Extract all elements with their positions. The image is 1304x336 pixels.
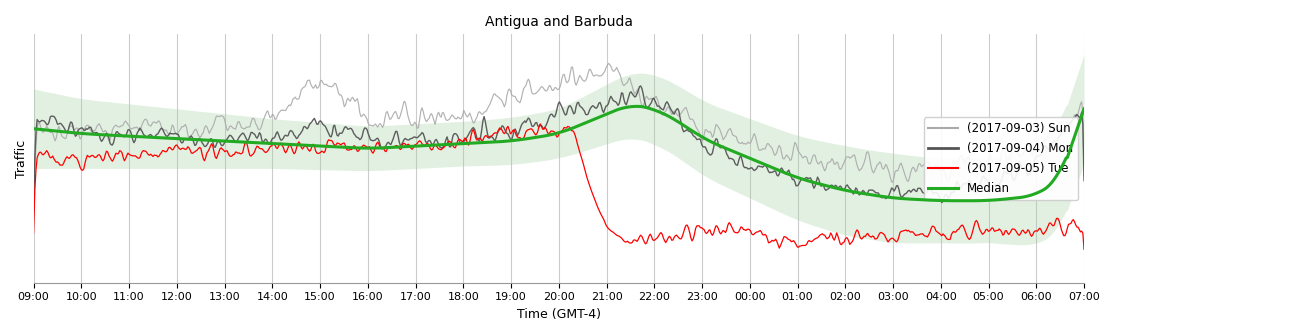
Title: Antigua and Barbuda: Antigua and Barbuda — [485, 15, 632, 29]
X-axis label: Time (GMT-4): Time (GMT-4) — [516, 308, 601, 321]
Legend: (2017-09-03) Sun, (2017-09-04) Mon, (2017-09-05) Tue, Median: (2017-09-03) Sun, (2017-09-04) Mon, (201… — [923, 117, 1078, 200]
Y-axis label: Traffic: Traffic — [16, 139, 27, 178]
